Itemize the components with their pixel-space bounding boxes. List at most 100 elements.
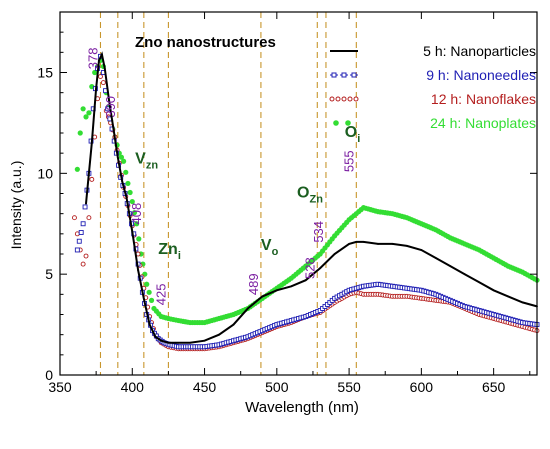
data-point [74,166,80,172]
legend-label: 9 h: Nanoneedles [426,67,536,83]
peak-label-534: 534 [311,221,326,243]
data-point [95,87,98,90]
data-point [420,249,423,251]
data-point [100,80,106,86]
x-tick-label: 600 [410,379,434,395]
data-point [492,289,495,292]
data-point [319,267,322,270]
data-point [108,99,111,102]
data-point [101,53,103,56]
data-point [290,285,293,288]
peak-label-425: 425 [153,283,168,305]
data-point [82,204,88,210]
legend-marker [345,120,351,126]
legend-label: 24 h: Nanoplates [430,115,536,131]
defect-label: Vzn [135,150,158,171]
annotation-layer: 378 390 408 425 489 528 534 555 Vzn Zni Vo OZn Oi [85,48,360,306]
chart-title: Zno nanostructures [135,34,276,51]
data-point [174,341,177,344]
data-point [103,67,106,70]
data-point [80,221,86,227]
data-point [125,196,128,199]
data-point [203,339,206,342]
data-point [355,241,358,243]
legend-label: 5 h: Nanoparticles [423,43,536,59]
peak-label-408: 408 [129,203,144,225]
data-point [125,180,131,187]
x-tick-label: 650 [482,379,506,395]
data-point [89,176,95,182]
data-point [362,241,365,243]
data-point [78,230,84,235]
x-tick-label: 550 [337,379,361,395]
data-point [136,236,142,242]
legend-entry-2: 9 h: Nanoneedles [330,67,536,83]
legend-marker [341,72,347,78]
data-point [74,247,80,253]
x-axis-label: Wavelength (nm) [245,399,359,416]
data-point [137,269,139,272]
data-point [80,106,86,112]
data-point [146,289,152,295]
data-point [121,180,124,183]
data-point [74,231,80,237]
defect-label: Zni [158,241,181,262]
y-tick-label: 0 [45,367,53,383]
peak-label-528: 528 [302,257,317,279]
defect-label: Oi [345,124,361,145]
legend-entry-4: 24 h: Nanoplates [333,115,536,131]
peak-label-489: 489 [246,273,261,295]
series-4 [74,57,540,326]
data-point [348,243,350,245]
data-point [377,243,379,245]
legend-marker [335,96,341,102]
data-point [333,253,336,255]
data-point [76,238,82,244]
x-tick-label: 500 [265,379,289,395]
data-point [112,128,115,130]
data-point [92,69,98,76]
data-point [134,221,140,227]
legend-marker [353,96,359,102]
data-point [77,130,83,136]
legend-label: 12 h: Nanoflakes [431,91,536,107]
data-point [507,295,509,298]
data-point [131,210,138,216]
legend-marker [347,96,353,102]
data-point [232,323,235,326]
x-tick-label: 400 [121,379,145,395]
data-point [98,59,100,62]
data-point [247,307,249,310]
data-point [148,297,155,303]
data-point [116,156,119,159]
data-point [86,215,92,221]
defect-label: Vo [261,237,279,258]
data-point [142,297,145,300]
data-point [127,189,133,196]
data-point [449,265,452,267]
legend: 5 h: Nanoparticles 9 h: Nanoneedles 12 h: … [329,43,536,131]
data-point [463,273,466,276]
data-point [90,142,93,144]
data-point [118,154,125,160]
data-point [80,261,86,267]
legend-entry-3: 12 h: Nanoflakes [329,91,536,107]
y-tick-label: 15 [37,65,53,81]
x-tick-label: 350 [48,379,72,395]
data-point [83,253,89,259]
series-layer [72,51,540,352]
data-point [123,169,129,175]
axes: 350 400 450 500 550 600 650 0 5 10 15 [37,11,538,395]
data-point [521,301,524,304]
peak-label-390: 390 [103,96,118,118]
data-point [86,110,92,116]
data-point [85,202,87,205]
data-point [478,281,481,284]
data-point [167,341,170,344]
legend-marker [329,96,335,102]
data-point [189,341,191,344]
data-point [72,215,77,221]
data-point [121,158,127,164]
data-point [218,333,220,336]
data-point [148,323,151,326]
